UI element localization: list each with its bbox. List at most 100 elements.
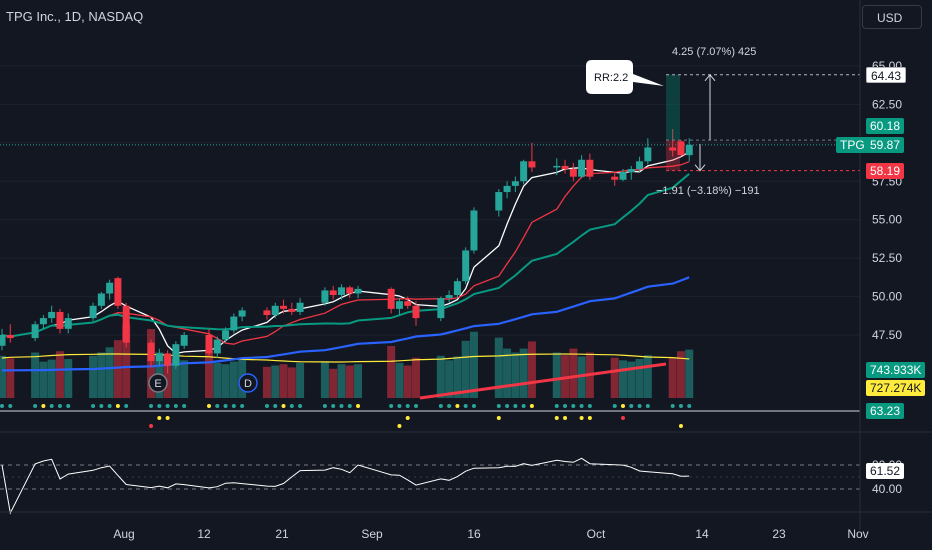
indicator-dot-low (587, 416, 592, 420)
loss-zone (666, 140, 680, 171)
currency-button[interactable]: USD (862, 5, 922, 29)
volume-ma-line (1, 353, 690, 363)
volume-bar (469, 331, 478, 398)
indicator-dot (687, 404, 692, 408)
target-arrowhead (704, 73, 716, 82)
candle-body (627, 168, 635, 173)
candle-body (346, 287, 354, 294)
candle-body (395, 301, 403, 309)
candle-body (445, 295, 453, 299)
candle-body (222, 330, 230, 340)
volume-label: 743.933K (866, 362, 926, 378)
candle-body (180, 335, 188, 346)
volume-bar (329, 368, 338, 398)
volume-trend-line (419, 362, 667, 400)
candle-body (511, 181, 519, 186)
time-tick-label: Nov (847, 527, 868, 541)
grid-lines (0, 65, 860, 336)
candle-body (636, 161, 644, 169)
indicator-dot (273, 404, 278, 408)
indicator-dot (563, 404, 568, 408)
price-candles[interactable] (0, 129, 693, 374)
time-tick-label: Oct (587, 527, 606, 541)
price-tick-label: 47.50 (872, 328, 902, 342)
time-tick-label: 12 (197, 527, 211, 541)
earnings-marker-text: E (154, 378, 161, 390)
indicator-dot-low (165, 416, 170, 420)
candle-body (213, 339, 221, 354)
indicator-dot (49, 404, 54, 408)
indicator-dot (447, 404, 452, 408)
stop-stats-text: −1.91 (−3.18%) −191 (656, 185, 760, 197)
candle-body (569, 168, 577, 177)
candle-body (271, 305, 279, 316)
candle-body (412, 305, 420, 319)
last-price-label: 59.87 (866, 137, 905, 153)
volume-bar (453, 356, 462, 398)
volume-bar (31, 352, 40, 398)
indicator-dot (8, 404, 13, 408)
volume-bar (296, 362, 305, 398)
indicator-dot (347, 404, 352, 408)
indicator-dot (645, 404, 650, 408)
volume-bar (627, 361, 636, 398)
indicator-dot-low (579, 416, 584, 420)
indicator-dot (240, 404, 245, 408)
volume-bar (387, 346, 396, 398)
indicator-dot (621, 404, 625, 408)
candle-body (64, 318, 72, 329)
rsi-line (1, 457, 690, 515)
target-stats-text: 4.25 (7.07%) 425 (672, 46, 756, 58)
volume-bar (0, 355, 6, 398)
indicator-dot (231, 404, 236, 408)
indicator-dot-low (554, 416, 559, 420)
ma-green-line (1, 173, 690, 338)
time-tick-label: 23 (772, 527, 786, 541)
indicator-dot (554, 404, 559, 408)
indicator-dot (356, 404, 361, 408)
candle-body (89, 305, 97, 319)
stop-arrowhead (694, 164, 706, 172)
candle-body (495, 192, 503, 211)
volume-bar (519, 348, 528, 398)
candle-body (230, 316, 238, 331)
volume-bar (55, 351, 64, 398)
time-tick-label: Aug (113, 527, 134, 541)
volume-bar (503, 348, 512, 398)
volume-bar (180, 360, 189, 398)
candle-body (337, 287, 345, 296)
volume-bar (668, 357, 677, 398)
indicator-dot (521, 404, 526, 408)
volume-bar (337, 364, 346, 398)
candle-body (453, 281, 461, 296)
volume-bar (412, 357, 420, 398)
volume-bar (97, 352, 106, 398)
volume-bar (6, 358, 15, 398)
candle-body (280, 305, 288, 309)
candle-body (48, 311, 56, 319)
indicator-dot (91, 404, 96, 408)
ma-red-line (1, 161, 690, 345)
volume-bar (552, 352, 561, 398)
candle-body (114, 278, 122, 306)
long-position-tool[interactable]: 4.25 (7.07%) 425 −1.91 (−3.18%) −191 RR:2.… (148, 46, 860, 393)
volume-bar (89, 355, 98, 398)
indicator-dot (223, 404, 228, 408)
volume-bar (64, 359, 73, 398)
volume-bar (619, 360, 627, 398)
candle-body (619, 172, 627, 180)
rsi-pane: 80.0040.00 (0, 431, 932, 515)
symbol-title[interactable]: TPG Inc., 1D, NASDAQ (6, 9, 144, 24)
indicator-dot (438, 404, 443, 408)
indicator-dot (513, 404, 518, 408)
candle-body (31, 324, 39, 339)
candle-body (578, 159, 586, 177)
ticker-badge: TPG (836, 137, 869, 153)
indicator-dot (463, 404, 468, 408)
volume-bar (527, 341, 536, 398)
candle-body (520, 161, 528, 182)
rsi-tick-label: 40.00 (872, 482, 902, 496)
candle-body (404, 301, 412, 306)
candle-body (470, 210, 478, 251)
